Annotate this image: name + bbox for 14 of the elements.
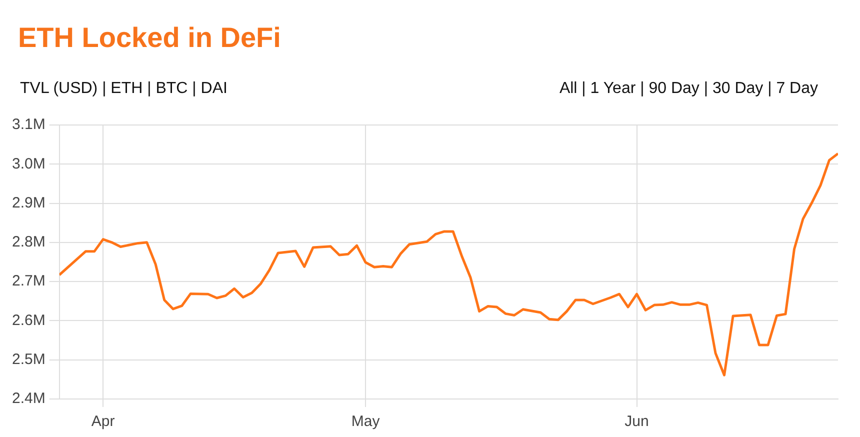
y-tick-label: 2.7M xyxy=(12,272,46,290)
y-tick-label: 2.8M xyxy=(12,234,46,251)
text: TVL (USD) | ETH | BTC | DAI xyxy=(20,80,228,98)
x-tick-label: Jun xyxy=(624,413,649,430)
x-tick-label: Apr xyxy=(91,413,115,430)
y-tick-label: 2.6M xyxy=(12,312,46,329)
y-tick-label: 2.9M xyxy=(12,194,46,212)
y-tick-label: 3.0M xyxy=(12,155,46,172)
y-tick-label: 2.4M xyxy=(12,390,46,408)
text: All | 1 Year | 90 Day | 30 Day | 7 Day xyxy=(559,80,818,98)
y-tick-label: 3.1M xyxy=(12,116,46,134)
x-tick-label: May xyxy=(351,413,380,430)
chart-title: ETH Locked in DeFi xyxy=(18,22,281,54)
y-tick-label: 2.5M xyxy=(12,351,46,368)
